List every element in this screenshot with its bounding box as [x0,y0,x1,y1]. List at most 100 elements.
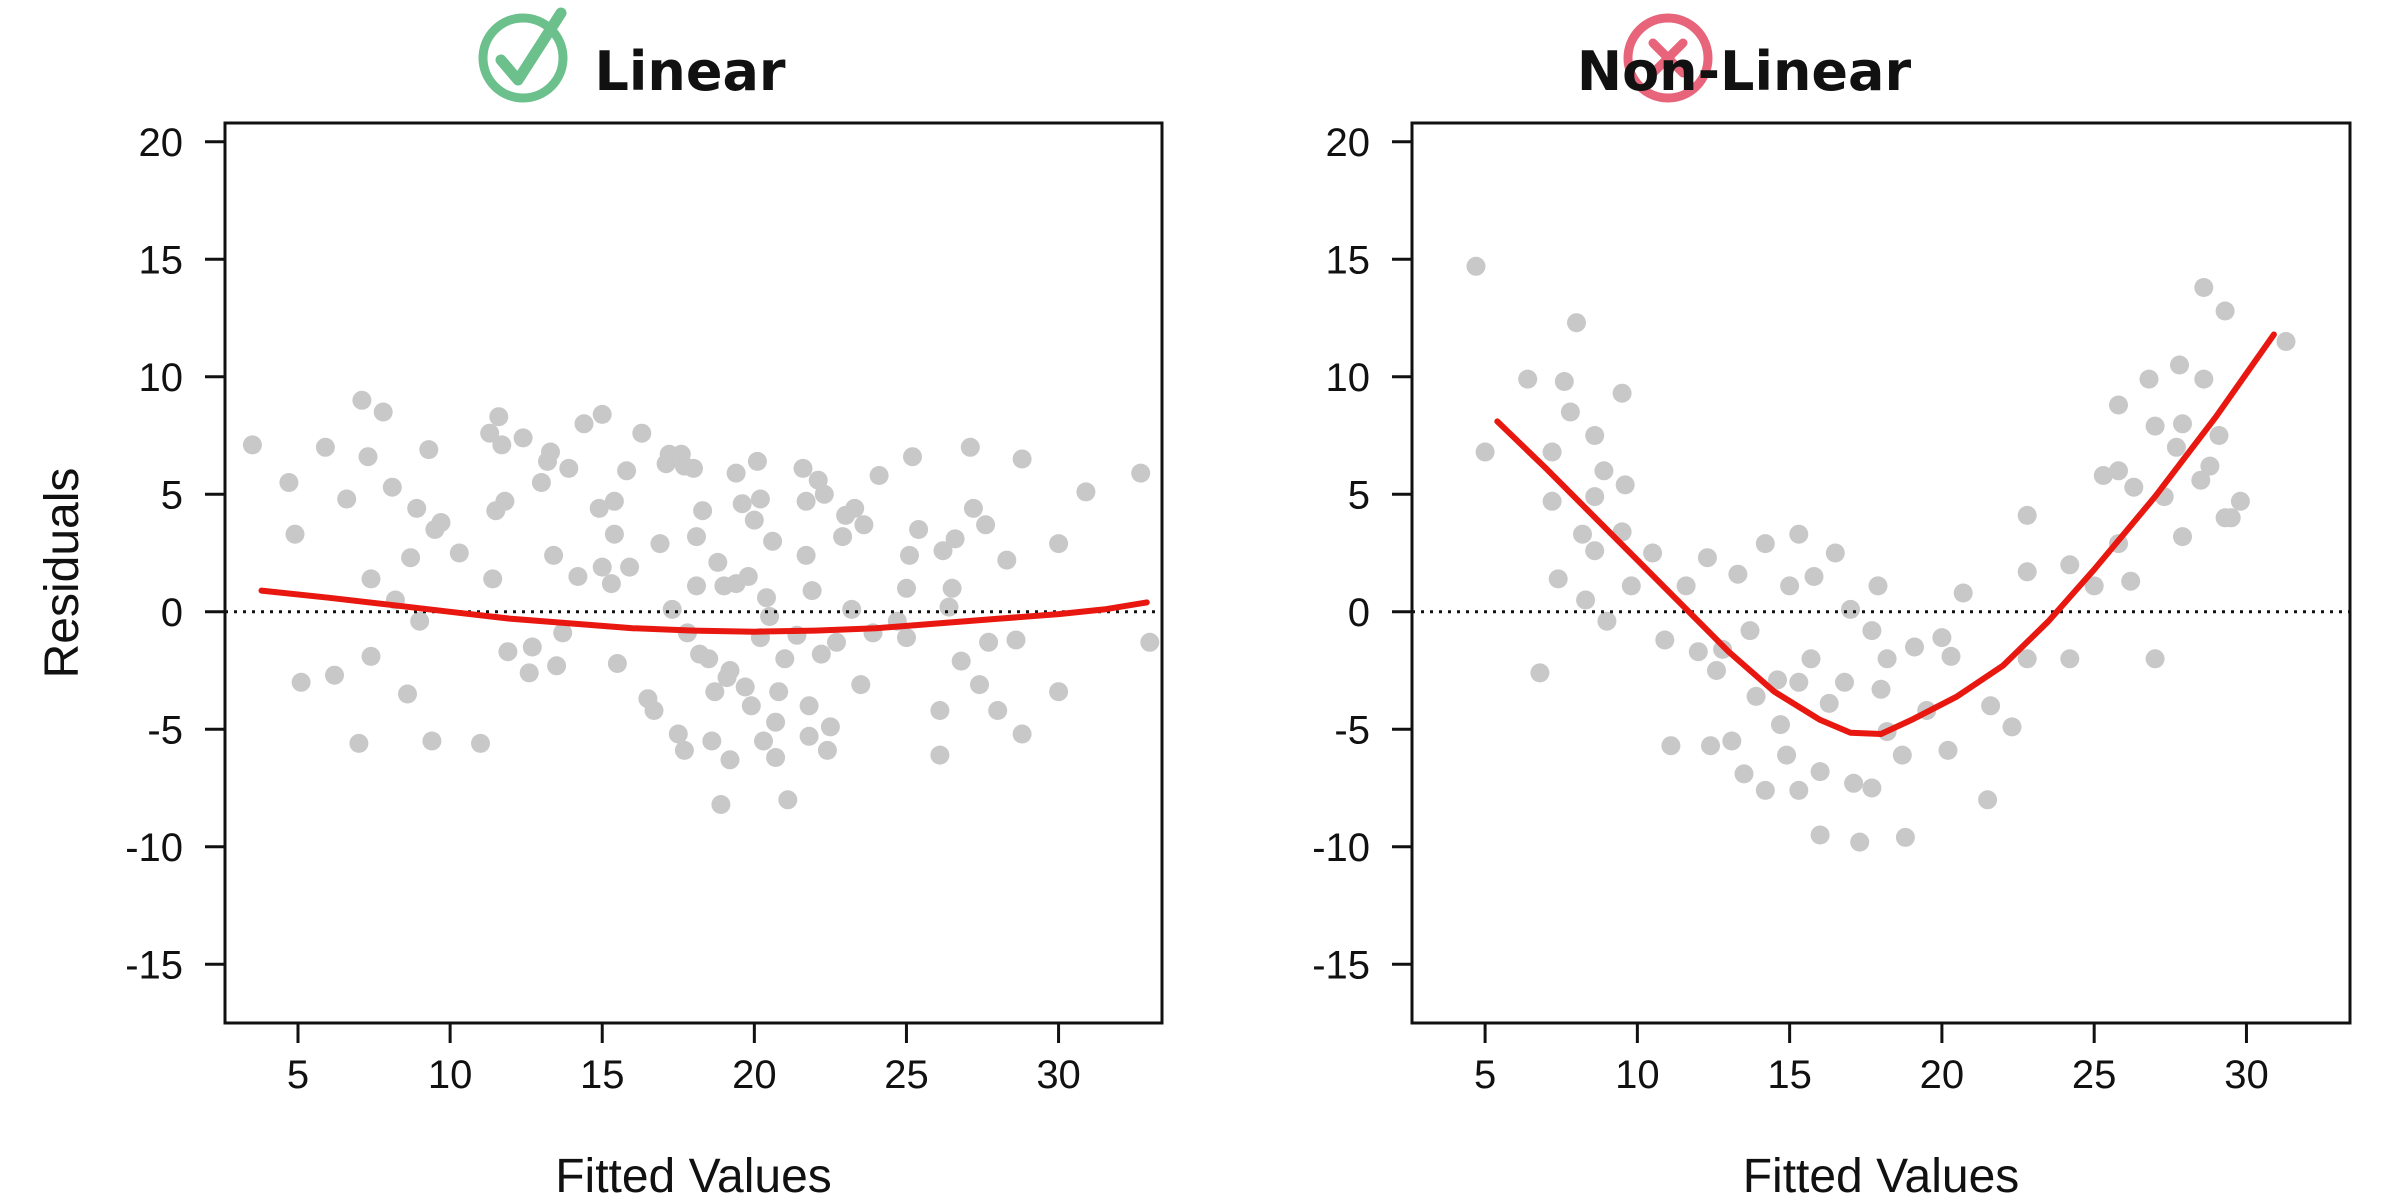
data-points [1466,256,2296,852]
data-point [909,520,929,539]
data-point [2173,527,2192,547]
data-point [568,567,588,586]
data-point [1140,632,1160,652]
data-point [2109,395,2128,415]
data-point [900,545,919,565]
data-point [1554,372,1574,391]
data-point [401,548,421,568]
data-point [315,437,335,457]
data-point [2230,491,2250,511]
chart-panel-1: Linear 5 10 15 20 25 30 Fitted Values 20 15 10 5 0 -5… [36,7,1164,1200]
data-point [897,578,916,598]
data-point [939,597,959,617]
y-tick-label: -5 [147,708,183,752]
y-tick-label: 5 [161,473,183,517]
data-point [1755,534,1775,554]
data-point [407,498,427,518]
data-point [1777,745,1797,765]
data-point [291,672,311,692]
data-point [702,731,722,751]
data-point [1697,548,1717,568]
data-point [644,701,664,720]
x-tick-label: 10 [428,1053,473,1097]
data-point [489,407,509,427]
data-point [997,550,1017,570]
data-point [799,696,819,716]
x-tick-label: 25 [884,1053,929,1097]
data-point [951,651,971,671]
data-point [1621,576,1641,596]
data-point [732,494,752,514]
data-point [574,414,594,434]
data-point [1131,463,1151,483]
data-point [726,463,746,483]
data-point [398,684,417,704]
data-point [325,665,344,685]
data-point [1049,534,1069,554]
data-point [1953,583,1973,603]
data-point [1835,672,1854,692]
y-tick-label: -10 [125,826,183,870]
data-point [1585,541,1605,561]
data-point [796,545,816,565]
data-point [483,569,503,589]
data-point [2209,426,2229,445]
data-point [2139,369,2159,389]
data-point [1707,661,1726,680]
data-point [592,557,612,577]
data-point [337,489,357,509]
data-point [684,458,703,478]
data-point [2017,562,2037,582]
data-point [2121,571,2141,591]
y-tick-label: -5 [1334,708,1370,752]
x-axis-title: Fitted Values [1743,1150,2020,1200]
data-point [601,574,621,594]
data-point [735,677,755,697]
data-point [410,611,430,631]
x-tick-label: 5 [1474,1053,1496,1097]
data-point [720,661,740,680]
data-point [1615,475,1635,495]
check-mark [495,7,567,86]
y-tick-label: 10 [139,356,184,400]
data-point [382,477,402,497]
data-point [1585,426,1605,445]
smoothed-trend-line [258,587,1150,635]
data-point [897,628,916,648]
data-point [976,515,996,535]
data-point [963,498,983,518]
data-point [827,632,846,652]
data-point [1789,672,1809,692]
data-point [498,642,518,662]
x-tick-label: 5 [287,1053,309,1097]
data-point [1844,773,1864,793]
y-tick-label: 15 [139,238,184,282]
data-point [799,726,819,746]
data-point [903,447,922,467]
data-point [1780,576,1800,596]
data-point [851,675,871,695]
data-point [693,501,713,521]
data-point [845,498,865,518]
data-point [2017,505,2037,525]
data-point [1049,682,1069,702]
data-point [607,654,627,673]
y-tick-label: 20 [139,121,184,165]
x-tick-label: 15 [580,1053,625,1097]
data-point [744,510,764,530]
y-tick-label: 10 [1326,356,1371,400]
data-point [842,599,862,619]
data-point [1573,524,1592,544]
data-point [1643,543,1663,563]
data-point [617,461,637,481]
data-point [1892,745,1912,765]
data-point [687,576,706,596]
y-tick-label: 5 [1348,473,1370,517]
data-point [419,440,439,460]
data-point [668,724,688,744]
data-point [2215,301,2235,321]
data-point [945,529,965,549]
data-point [754,731,773,751]
data-point [1850,832,1870,852]
